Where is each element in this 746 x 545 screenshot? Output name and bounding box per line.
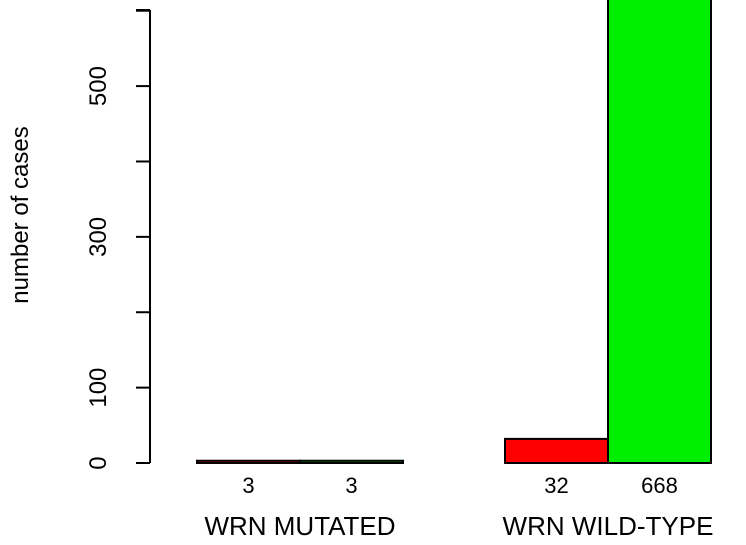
bar-count-label-1-1: 668	[641, 473, 678, 498]
bar-0-1	[299, 459, 404, 464]
bars-layer	[196, 0, 712, 464]
y-tick-label-100: 100	[85, 368, 112, 408]
group-label-0: WRN MUTATED	[204, 511, 395, 541]
y-axis: 0 100 300 500	[85, 9, 151, 470]
bar-count-label-1-0: 32	[544, 473, 568, 498]
group-label-1: WRN WILD-TYPE	[503, 511, 714, 541]
bar-count-label-0-1: 3	[345, 473, 357, 498]
y-tick-label-500: 500	[85, 66, 112, 106]
y-tick-label-0: 0	[85, 456, 112, 469]
bar-count-labels: 3 3 32 668	[242, 473, 677, 498]
y-tick-label-300: 300	[85, 217, 112, 257]
bar-1-0	[504, 437, 609, 464]
bar-0-0	[196, 459, 301, 464]
y-axis-label: number of cases	[7, 126, 34, 303]
bar-1-1	[607, 0, 712, 464]
bar-count-label-0-0: 3	[242, 473, 254, 498]
group-labels: WRN MUTATED WRN WILD-TYPE	[204, 511, 713, 541]
